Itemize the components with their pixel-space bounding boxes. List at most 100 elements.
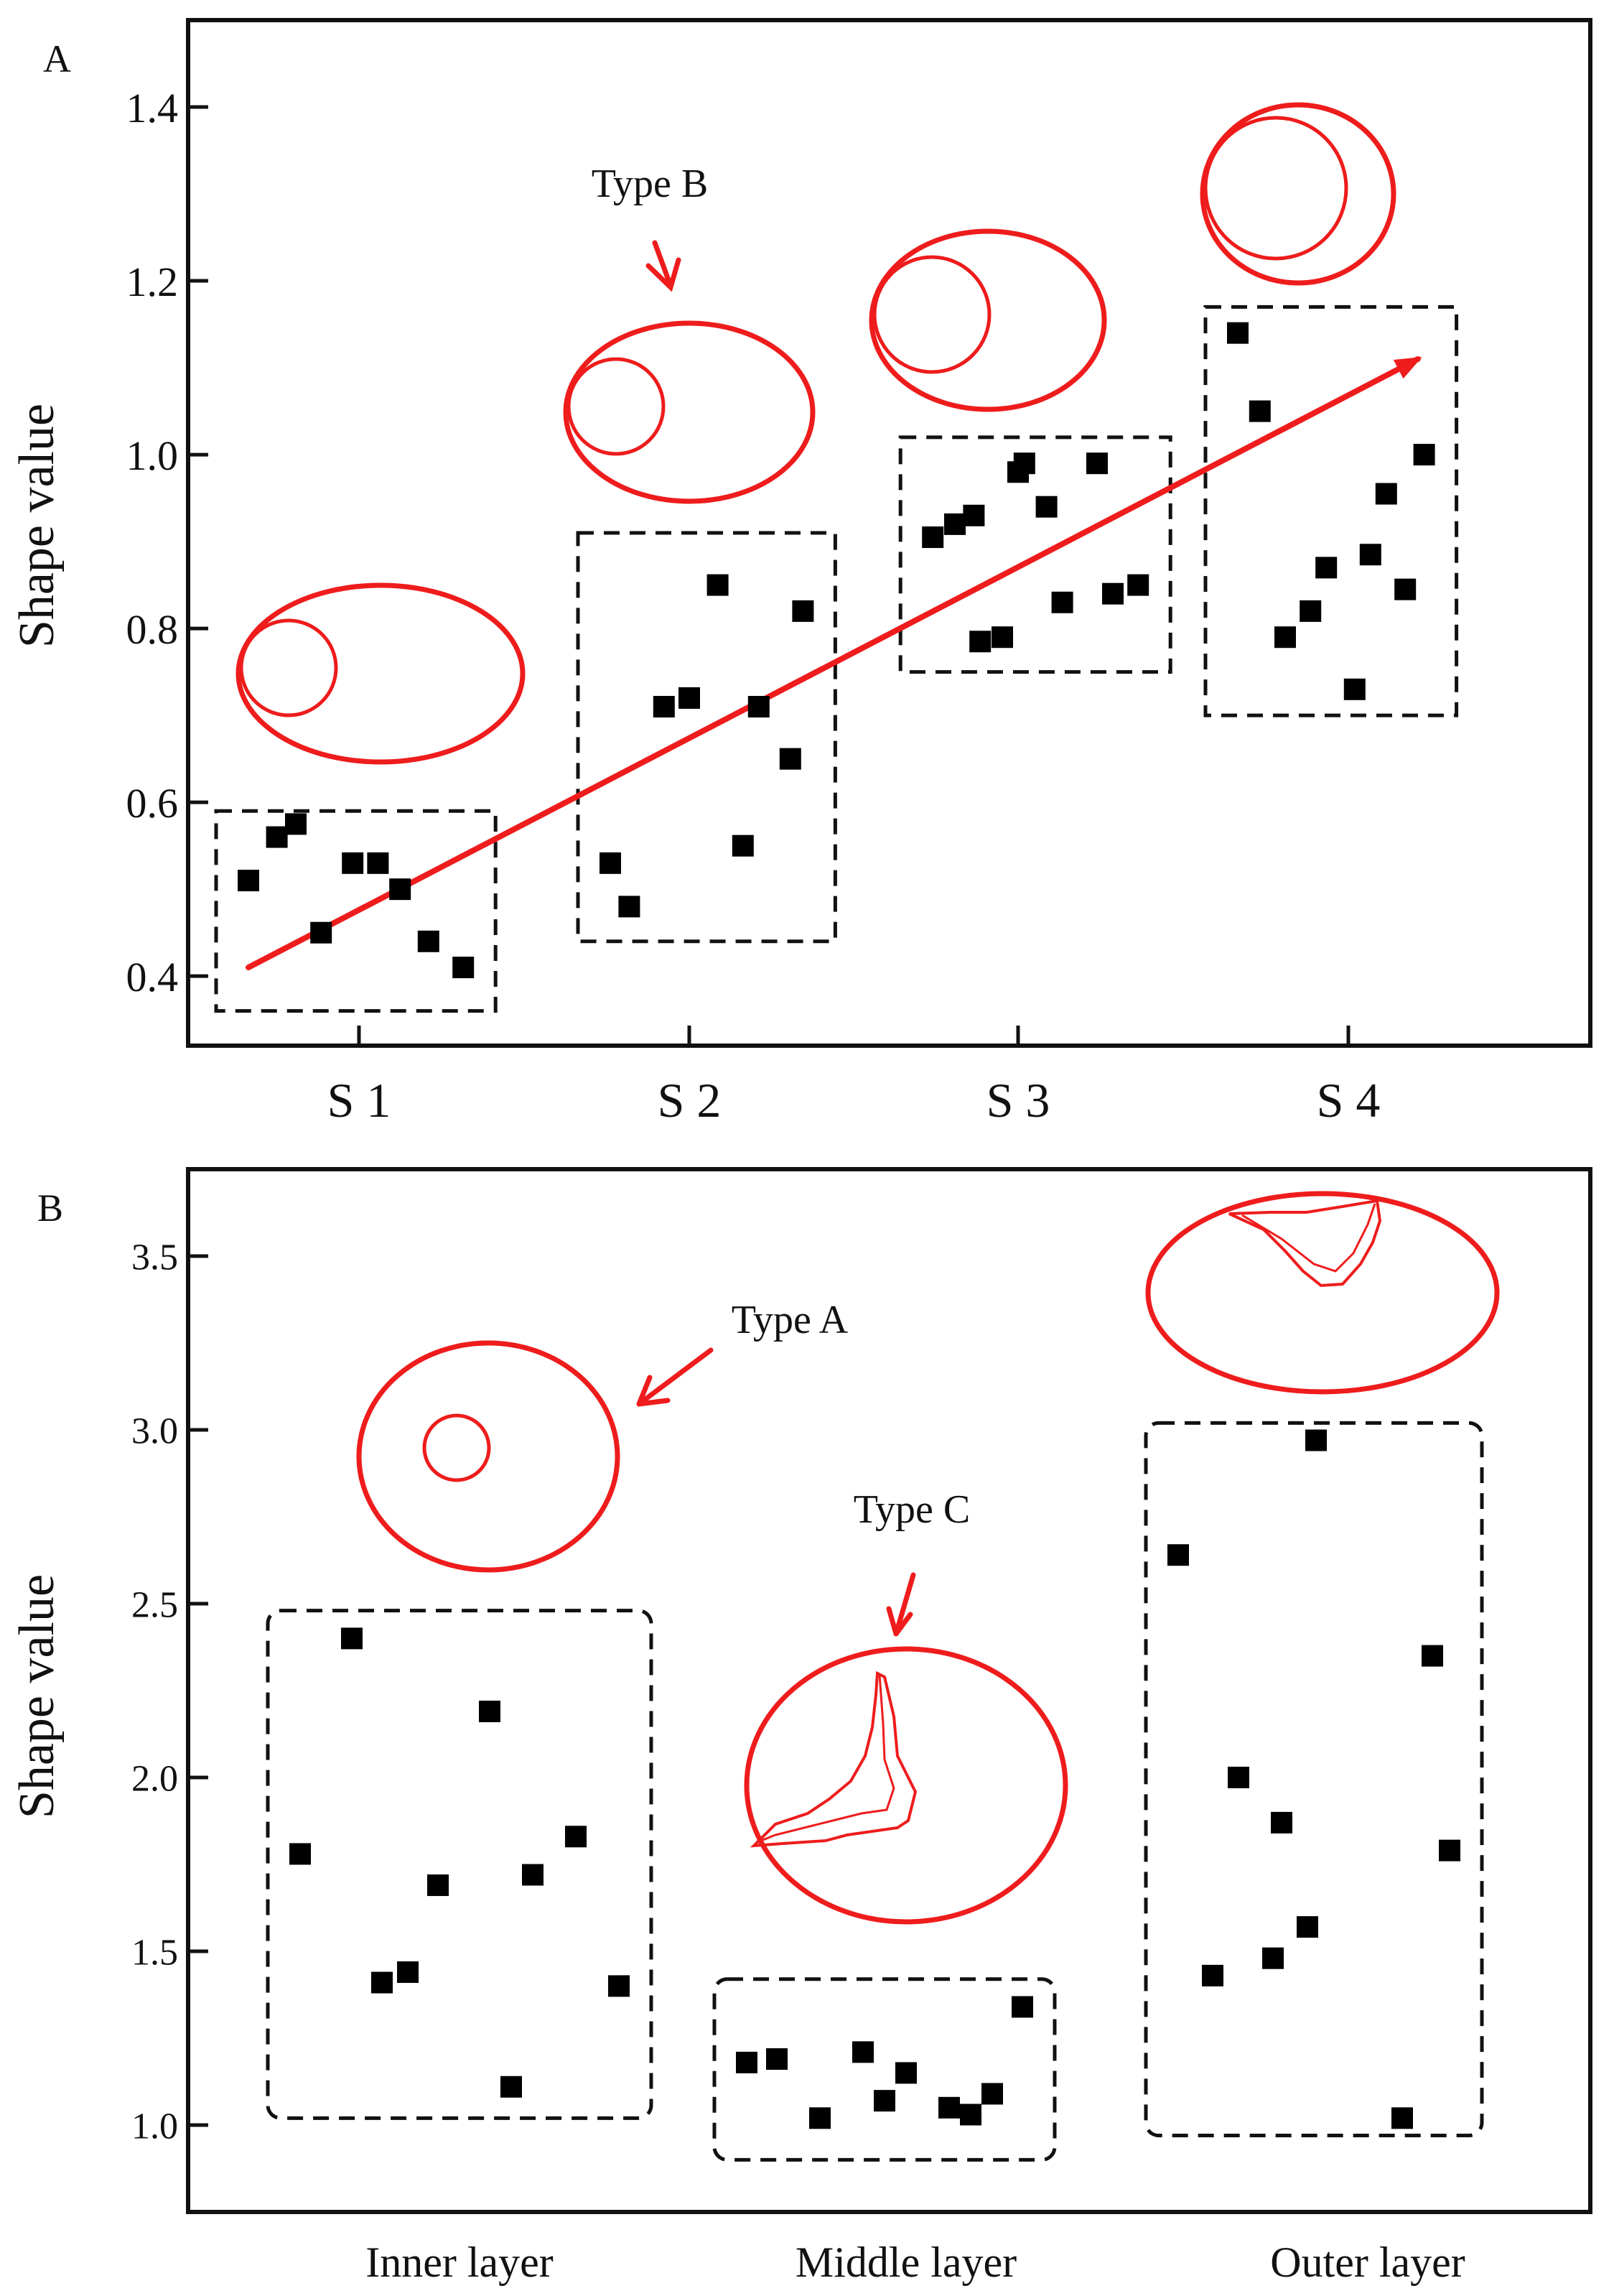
points-a: [238, 322, 1435, 979]
panel-b: B Shape value 1.0 1.5 2.0 2.5 3.0 3.5 Inner l…: [9, 1167, 1592, 2286]
annotation-type-b: Type B: [592, 162, 709, 292]
data-point: [736, 2051, 757, 2073]
data-point: [653, 696, 675, 718]
data-point: [1202, 1964, 1223, 1986]
type-a-outer-ellipse: [356, 1340, 620, 1573]
data-point: [600, 852, 621, 874]
data-point: [1167, 1544, 1189, 1566]
type-diagrams-a: [235, 102, 1396, 765]
data-point: [1300, 600, 1322, 622]
y-tick-label: 0.8: [126, 606, 179, 653]
y-tick-label: 1.0: [131, 2106, 178, 2147]
y-tick-label: 0.4: [126, 954, 179, 1000]
data-point: [969, 631, 992, 653]
data-point: [1013, 452, 1035, 475]
group-box: [576, 531, 837, 944]
data-point: [895, 2062, 917, 2084]
y-tick-label: 1.0: [126, 432, 179, 479]
outer-layer-diagram: [1145, 1191, 1500, 1395]
data-point: [1035, 496, 1058, 518]
data-point: [1274, 626, 1296, 649]
x-ticks-b: Inner layer Middle layer Outer layer: [365, 2239, 1465, 2286]
group-box: [214, 809, 498, 1013]
outer-layer-irregular-shape: [1228, 1199, 1382, 1288]
group-boxes-b: [266, 1421, 1484, 2162]
y-tick-label: 1.4: [126, 85, 179, 131]
data-point: [1249, 400, 1271, 422]
x-tick-label: S 1: [327, 1073, 391, 1128]
annotation-type-c: Type C: [854, 1487, 970, 1637]
type-a-diagram: [356, 1340, 620, 1573]
x-tick-label: S 3: [986, 1073, 1050, 1128]
y-tick-label: 1.5: [131, 1933, 178, 1974]
annotation-type-a: Type A: [636, 1298, 849, 1407]
data-point: [367, 852, 389, 874]
data-point: [960, 2104, 981, 2126]
type-ellipse: [235, 582, 526, 765]
type-c-irregular-shape-inner: [757, 1674, 895, 1844]
data-point: [479, 1701, 500, 1723]
points-b: [289, 1429, 1460, 2129]
data-point: [1228, 1767, 1249, 1788]
trend-arrow: [246, 355, 1422, 971]
annotation-type-b-label: Type B: [592, 162, 709, 206]
data-point: [1262, 1947, 1284, 1969]
data-point: [565, 1826, 587, 1848]
y-ticks-b: 1.0 1.5 2.0 2.5 3.0 3.5: [131, 1237, 208, 2147]
data-point: [1375, 483, 1397, 505]
data-point: [1315, 557, 1338, 579]
y-tick-label: 3.5: [131, 1237, 178, 1278]
data-point: [500, 2076, 522, 2098]
data-point: [747, 696, 770, 718]
data-point: [310, 921, 332, 944]
data-point: [1359, 544, 1381, 566]
data-point: [1391, 2107, 1413, 2129]
group-box: [898, 435, 1172, 674]
group-box: [712, 1977, 1057, 2162]
x-tick-label: S 4: [1317, 1073, 1381, 1128]
outer-layer-irregular-inner: [1241, 1203, 1376, 1273]
data-point: [1051, 591, 1073, 613]
trend-line: [246, 355, 1421, 971]
data-point: [1413, 444, 1435, 466]
type-ellipse: [869, 228, 1107, 412]
x-tick-label: S 2: [658, 1073, 722, 1128]
data-point: [874, 2090, 895, 2112]
data-point: [766, 2048, 788, 2070]
type-diagrams-b: [356, 1191, 1500, 1925]
type-c-diagram: [744, 1646, 1068, 1925]
data-point: [608, 1975, 630, 1997]
y-tick-label: 3.0: [131, 1411, 178, 1452]
data-point: [397, 1961, 419, 1984]
type-a-inner-circle: [422, 1413, 491, 1482]
data-point: [981, 2083, 1003, 2105]
x-ticks-a: S 1 S 2 S 3 S 4: [327, 1026, 1381, 1128]
data-point: [792, 600, 814, 622]
data-point: [342, 852, 364, 874]
panel-label-a: A: [43, 37, 71, 80]
data-point: [285, 813, 307, 835]
data-point: [992, 626, 1013, 649]
data-point: [522, 1864, 544, 1886]
annotation-type-a-arrow: [636, 1347, 714, 1407]
group-box: [266, 1609, 653, 2120]
data-point: [779, 748, 801, 770]
x-tick-label: Inner layer: [365, 2239, 554, 2286]
data-point: [1127, 574, 1149, 596]
data-point: [417, 930, 439, 952]
type-inner-circle: [1203, 116, 1348, 261]
outer-layer-ellipse: [1145, 1191, 1500, 1395]
y-tick-label: 2.5: [131, 1585, 178, 1626]
data-point: [1012, 1996, 1033, 2018]
trend-arrowhead: [1393, 356, 1422, 379]
data-point: [922, 526, 944, 549]
annotation-type-c-arrow: [886, 1572, 916, 1637]
data-point: [1102, 582, 1124, 605]
data-point: [809, 2107, 831, 2129]
y-tick-label: 0.6: [126, 780, 179, 827]
type-ellipse: [1200, 102, 1396, 286]
y-axis-label-a: Shape value: [9, 404, 65, 648]
data-point: [427, 1874, 449, 1897]
data-point: [938, 2096, 960, 2119]
